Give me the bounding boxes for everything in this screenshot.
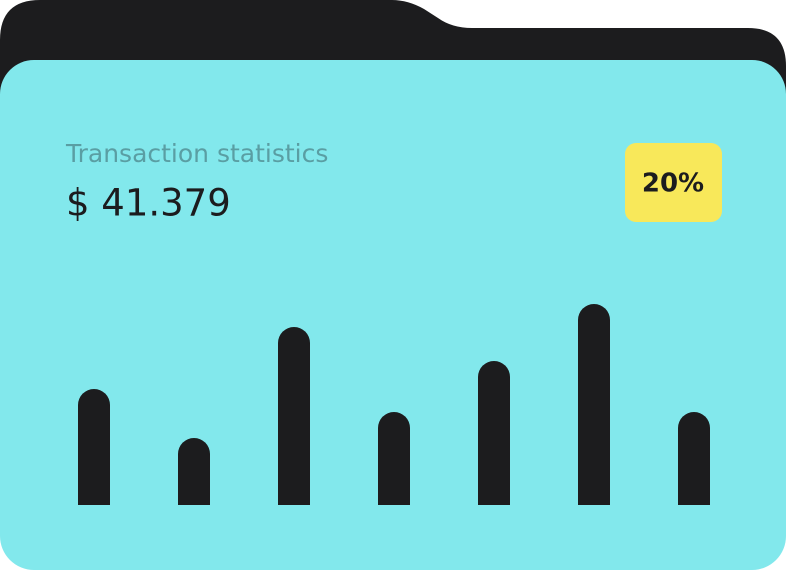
bar-chart — [78, 304, 710, 505]
badge — [625, 143, 722, 222]
bar — [178, 438, 210, 505]
card-title: Transaction statistics — [65, 139, 328, 168]
bar — [678, 412, 710, 505]
bar — [478, 361, 510, 505]
bar — [278, 327, 310, 505]
badge-label: 20% — [642, 169, 704, 199]
bar — [378, 412, 410, 505]
bar — [78, 389, 110, 505]
bar — [578, 304, 610, 505]
amount: $ 41.379 — [66, 182, 231, 225]
